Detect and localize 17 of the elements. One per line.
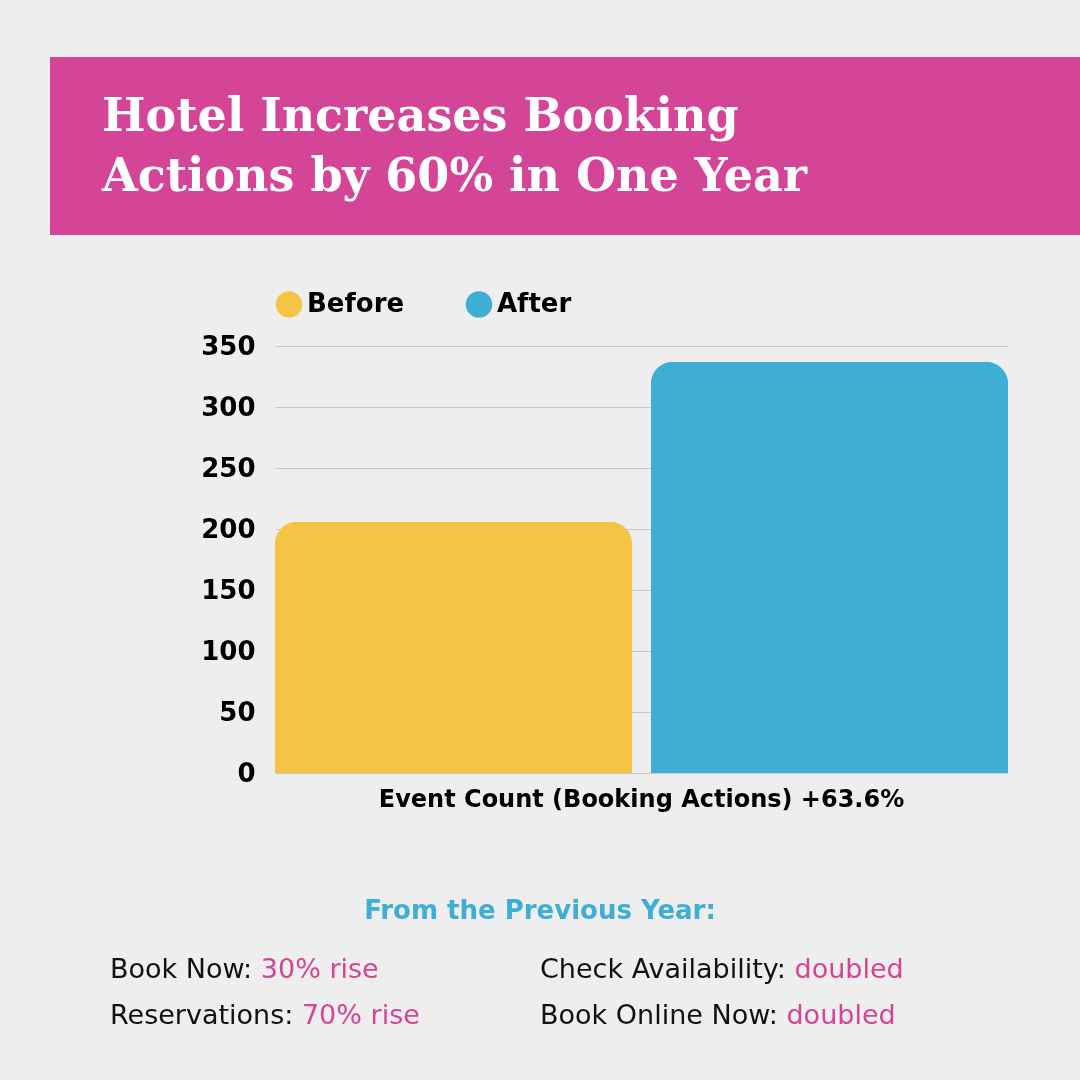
text: Book Online Now: doubled xyxy=(540,999,896,1030)
y-tick-label: 50 xyxy=(219,696,256,727)
y-tick-label: 350 xyxy=(201,330,256,361)
text: From the Previous Year: xyxy=(363,895,717,925)
legend-label: Before xyxy=(307,288,405,319)
y-tick-label: 150 xyxy=(201,574,256,605)
y-tick-label: 100 xyxy=(201,635,256,666)
x-tick-label: Event Count (Booking Actions) +63.6% xyxy=(378,784,905,813)
text: Reservations: 70% rise xyxy=(110,999,420,1030)
legend-label: After xyxy=(497,288,572,319)
chart-title: Hotel Increases Booking Actions by 60% in One Year xyxy=(102,87,809,204)
y-tick-label: 0 xyxy=(237,757,256,788)
y-tick-label: 200 xyxy=(201,513,256,544)
y-tick-label: 300 xyxy=(201,391,256,422)
y-tick-label: 250 xyxy=(201,452,256,483)
text: Book Now: 30% rise xyxy=(110,953,379,984)
text: Check Availability: doubled xyxy=(540,953,904,984)
